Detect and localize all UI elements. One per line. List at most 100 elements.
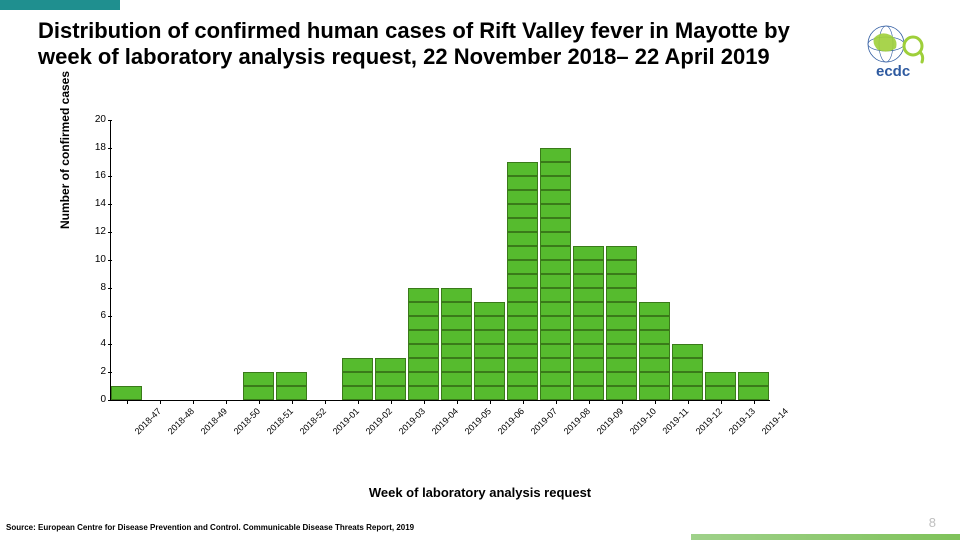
bar-cell bbox=[408, 302, 439, 316]
page-number: 8 bbox=[929, 515, 936, 530]
y-tick-label: 8 bbox=[80, 282, 106, 293]
bar-cell bbox=[441, 372, 472, 386]
top-bar bbox=[0, 0, 960, 14]
bar-cell bbox=[276, 386, 307, 400]
x-tick-label: 2019-04 bbox=[429, 406, 459, 436]
plot: 02468101214161820 2018-472018-482018-492… bbox=[70, 120, 790, 480]
bar-cell bbox=[375, 372, 406, 386]
bar bbox=[705, 120, 736, 400]
x-tick-mark bbox=[292, 400, 293, 404]
x-tick-mark bbox=[523, 400, 524, 404]
bar-cell bbox=[507, 260, 538, 274]
bar bbox=[738, 120, 769, 400]
bar-cell bbox=[573, 274, 604, 288]
x-tick-mark bbox=[325, 400, 326, 404]
x-tick-label: 2019-09 bbox=[594, 406, 624, 436]
bar-cell bbox=[540, 386, 571, 400]
bar bbox=[375, 120, 406, 400]
bar-cell bbox=[507, 358, 538, 372]
bar-cell bbox=[573, 316, 604, 330]
bar-cell bbox=[441, 386, 472, 400]
x-tick-label: 2019-12 bbox=[693, 406, 723, 436]
x-tick-mark bbox=[259, 400, 260, 404]
bar-cell bbox=[408, 344, 439, 358]
bar-cell bbox=[606, 288, 637, 302]
y-tick-label: 20 bbox=[80, 114, 106, 125]
y-tick-label: 2 bbox=[80, 366, 106, 377]
bar-cell bbox=[474, 302, 505, 316]
bar-cell bbox=[441, 344, 472, 358]
bar-cell bbox=[507, 204, 538, 218]
bar-cell bbox=[606, 358, 637, 372]
x-tick-label: 2018-52 bbox=[297, 406, 327, 436]
x-tick-mark bbox=[754, 400, 755, 404]
x-tick-label: 2019-02 bbox=[363, 406, 393, 436]
bar-cell bbox=[507, 162, 538, 176]
x-tick-label: 2018-50 bbox=[231, 406, 261, 436]
bar-cell bbox=[408, 358, 439, 372]
bar bbox=[210, 120, 241, 400]
bar bbox=[606, 120, 637, 400]
bar-cell bbox=[342, 372, 373, 386]
x-tick-mark bbox=[127, 400, 128, 404]
bar-cell bbox=[573, 386, 604, 400]
bar-cell bbox=[573, 358, 604, 372]
x-tick-label: 2018-47 bbox=[132, 406, 162, 436]
bar-cell bbox=[573, 372, 604, 386]
bar-cell bbox=[639, 344, 670, 358]
bar-cell bbox=[573, 260, 604, 274]
bar bbox=[309, 120, 340, 400]
bar-cell bbox=[507, 386, 538, 400]
bar bbox=[672, 120, 703, 400]
x-tick-mark bbox=[226, 400, 227, 404]
x-tick-mark bbox=[589, 400, 590, 404]
bar-cell bbox=[342, 358, 373, 372]
bar-cell bbox=[507, 288, 538, 302]
bar-cell bbox=[606, 372, 637, 386]
x-tick-label: 2019-11 bbox=[660, 406, 690, 436]
bar-cell bbox=[573, 330, 604, 344]
bar-cell bbox=[540, 246, 571, 260]
bar-cell bbox=[474, 386, 505, 400]
top-accent bbox=[0, 0, 120, 10]
bar-cell bbox=[408, 316, 439, 330]
bar bbox=[441, 120, 472, 400]
bar bbox=[243, 120, 274, 400]
bar-cell bbox=[408, 288, 439, 302]
bar-cell bbox=[375, 358, 406, 372]
x-tick-label: 2019-14 bbox=[759, 406, 789, 436]
x-tick-label: 2018-48 bbox=[165, 406, 195, 436]
bar-cell bbox=[606, 386, 637, 400]
bar-cell bbox=[507, 330, 538, 344]
bar-cell bbox=[474, 316, 505, 330]
bar-cell bbox=[441, 330, 472, 344]
bar-cell bbox=[507, 302, 538, 316]
bar-cell bbox=[474, 358, 505, 372]
x-tick-label: 2019-03 bbox=[396, 406, 426, 436]
bar-cell bbox=[507, 274, 538, 288]
x-tick-mark bbox=[721, 400, 722, 404]
y-tick-label: 18 bbox=[80, 142, 106, 153]
bar-cell bbox=[507, 218, 538, 232]
chart-area: 02468101214161820 2018-472018-482018-492… bbox=[70, 120, 790, 480]
bar bbox=[342, 120, 373, 400]
bar-cell bbox=[540, 148, 571, 162]
y-tick-label: 16 bbox=[80, 170, 106, 181]
bar-cell bbox=[474, 372, 505, 386]
bar-cell bbox=[243, 386, 274, 400]
bar bbox=[177, 120, 208, 400]
x-axis-label: Week of laboratory analysis request bbox=[0, 485, 960, 500]
x-axis bbox=[110, 400, 770, 401]
bar-cell bbox=[606, 274, 637, 288]
bar-cell bbox=[705, 372, 736, 386]
bar bbox=[144, 120, 175, 400]
bar bbox=[573, 120, 604, 400]
bar bbox=[540, 120, 571, 400]
x-tick-label: 2019-05 bbox=[462, 406, 492, 436]
y-tick-label: 12 bbox=[80, 226, 106, 237]
bar-cell bbox=[540, 274, 571, 288]
bar-cell bbox=[540, 288, 571, 302]
bottom-accent bbox=[0, 534, 960, 540]
bar bbox=[111, 120, 142, 400]
x-tick-label: 2019-01 bbox=[330, 406, 360, 436]
